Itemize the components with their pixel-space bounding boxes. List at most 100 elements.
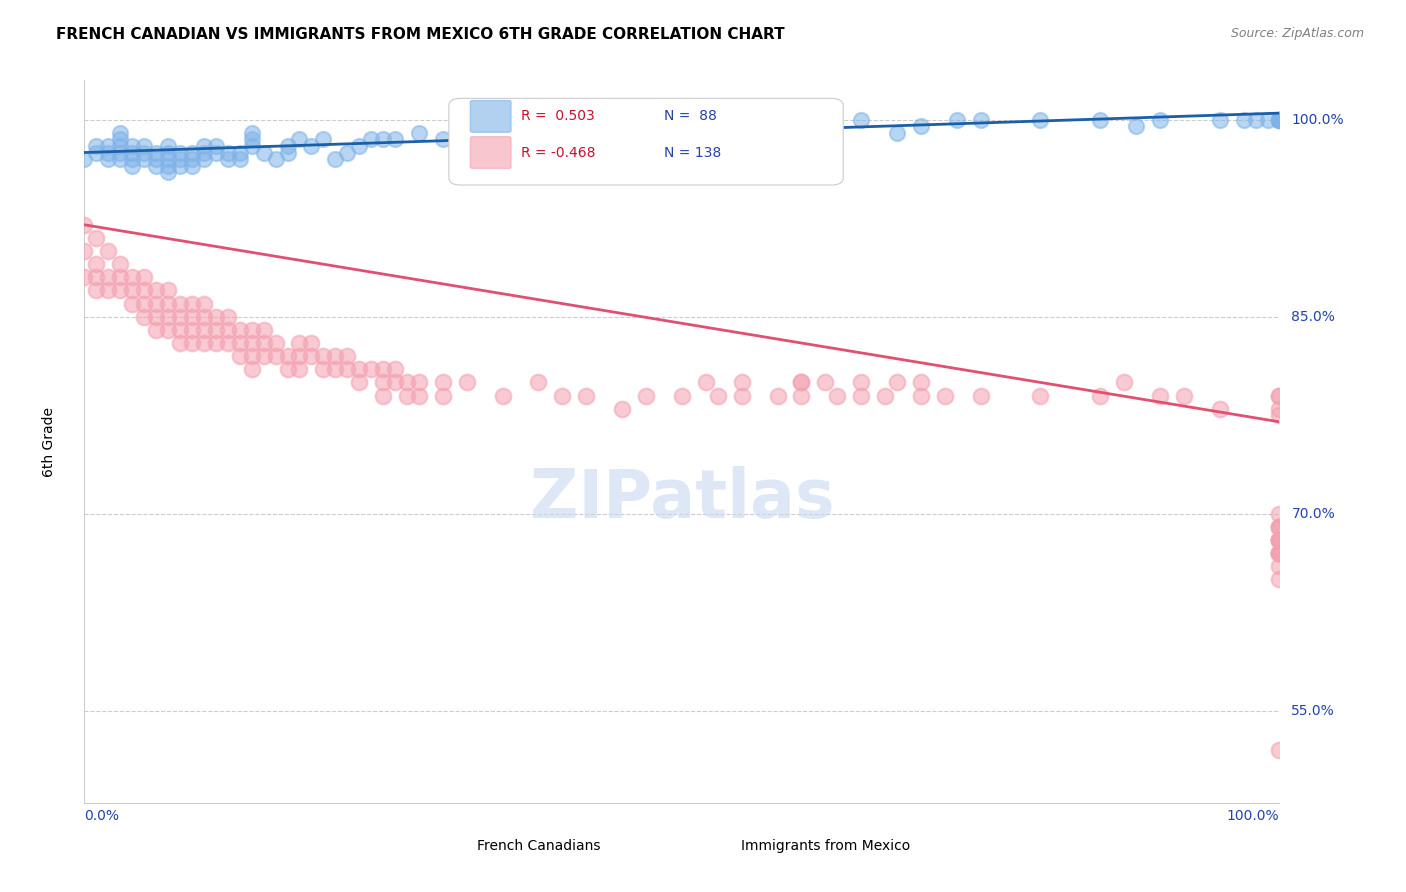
Text: R = -0.468: R = -0.468 — [520, 145, 595, 160]
Point — [349, 139, 371, 153]
Point — [731, 388, 754, 402]
Point — [312, 362, 335, 376]
Point — [132, 296, 156, 310]
Point — [169, 145, 191, 160]
Point — [1268, 388, 1291, 402]
Point — [169, 152, 191, 166]
Point — [1209, 401, 1232, 416]
Text: Immigrants from Mexico: Immigrants from Mexico — [741, 838, 910, 853]
Point — [1114, 376, 1136, 390]
Point — [1268, 743, 1291, 757]
Point — [1268, 533, 1291, 547]
Point — [86, 270, 108, 285]
FancyBboxPatch shape — [721, 820, 756, 844]
Point — [814, 120, 837, 134]
Point — [1268, 520, 1291, 534]
Point — [229, 152, 252, 166]
Point — [110, 257, 132, 271]
Point — [301, 139, 323, 153]
Point — [240, 126, 263, 140]
Point — [790, 376, 813, 390]
Point — [205, 310, 228, 324]
Point — [253, 336, 276, 351]
Point — [121, 270, 143, 285]
Point — [110, 132, 132, 146]
Point — [492, 132, 515, 146]
Point — [492, 388, 515, 402]
Point — [516, 126, 538, 140]
Point — [145, 145, 167, 160]
Point — [181, 152, 204, 166]
Point — [240, 139, 263, 153]
Text: 0.0%: 0.0% — [84, 809, 120, 823]
Point — [1268, 533, 1291, 547]
Point — [288, 349, 311, 363]
Point — [373, 362, 395, 376]
Point — [432, 376, 454, 390]
Point — [551, 139, 574, 153]
Point — [193, 310, 215, 324]
Point — [97, 139, 120, 153]
Point — [1268, 388, 1291, 402]
Point — [97, 152, 120, 166]
Point — [169, 336, 191, 351]
Point — [707, 388, 730, 402]
Point — [790, 376, 813, 390]
Point — [121, 145, 143, 160]
Point — [970, 112, 993, 127]
Point — [1268, 112, 1291, 127]
Text: 100.0%: 100.0% — [1227, 809, 1279, 823]
Point — [671, 120, 693, 134]
Point — [946, 112, 969, 127]
Point — [408, 376, 430, 390]
Point — [970, 388, 993, 402]
Point — [97, 145, 120, 160]
Point — [145, 310, 167, 324]
Point — [1209, 112, 1232, 127]
Point — [169, 159, 191, 173]
Point — [132, 152, 156, 166]
Point — [1268, 559, 1291, 574]
Point — [1268, 112, 1291, 127]
Point — [432, 132, 454, 146]
Point — [373, 388, 395, 402]
Point — [121, 139, 143, 153]
Point — [86, 145, 108, 160]
Point — [205, 139, 228, 153]
FancyBboxPatch shape — [471, 136, 510, 169]
Point — [612, 132, 634, 146]
Point — [121, 284, 143, 298]
Point — [396, 376, 419, 390]
Point — [121, 296, 143, 310]
FancyBboxPatch shape — [440, 820, 475, 844]
Point — [193, 145, 215, 160]
Point — [205, 323, 228, 337]
Point — [73, 270, 96, 285]
Point — [193, 323, 215, 337]
Point — [145, 152, 167, 166]
Text: 6th Grade: 6th Grade — [42, 407, 55, 476]
Point — [240, 323, 263, 337]
Point — [73, 152, 96, 166]
Point — [1268, 533, 1291, 547]
Point — [886, 376, 908, 390]
Point — [612, 401, 634, 416]
Point — [181, 336, 204, 351]
Point — [264, 336, 287, 351]
Point — [360, 132, 382, 146]
Point — [695, 376, 717, 390]
Point — [193, 139, 215, 153]
Text: N = 138: N = 138 — [664, 145, 721, 160]
Point — [731, 376, 754, 390]
Point — [157, 159, 180, 173]
Point — [1268, 520, 1291, 534]
Point — [193, 296, 215, 310]
Point — [277, 145, 299, 160]
Point — [851, 112, 873, 127]
Point — [731, 120, 754, 134]
Text: FRENCH CANADIAN VS IMMIGRANTS FROM MEXICO 6TH GRADE CORRELATION CHART: FRENCH CANADIAN VS IMMIGRANTS FROM MEXIC… — [56, 27, 785, 42]
Point — [181, 296, 204, 310]
Point — [181, 310, 204, 324]
Point — [575, 388, 598, 402]
Point — [886, 126, 908, 140]
